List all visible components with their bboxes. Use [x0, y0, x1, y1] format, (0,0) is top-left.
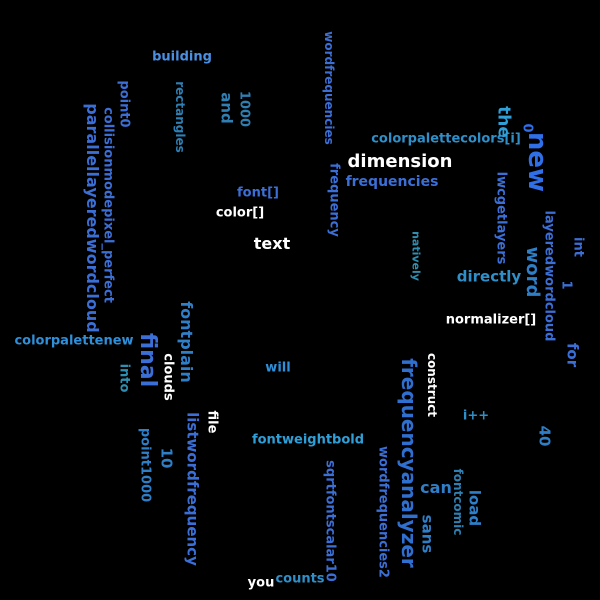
word: fontplain [177, 301, 196, 383]
word: dimension [347, 151, 453, 172]
word: int [570, 237, 586, 257]
word: frequencyanalyzer [397, 358, 421, 568]
word: frequency [326, 163, 342, 237]
word: 10 [157, 447, 176, 469]
word: file [204, 410, 220, 434]
word: can [420, 478, 452, 497]
word: rectangles [173, 81, 187, 153]
word: construct [425, 352, 439, 418]
word: into [116, 363, 132, 393]
word: normalizer[] [445, 312, 537, 328]
word: point0 [116, 80, 132, 128]
word: colorpalettecolors[i] [371, 131, 521, 147]
word: point1000 [137, 427, 153, 503]
word: fontweightbold [251, 432, 365, 448]
word: collisionmodepixel_perfect [100, 107, 116, 303]
word: fontcomic [451, 468, 465, 536]
word: and [217, 92, 236, 124]
word: color[] [215, 205, 265, 221]
word: parallellayeredwordcloud [83, 103, 102, 333]
word: font[] [237, 185, 279, 201]
word: wordfrequencies2 [375, 446, 391, 578]
word: clouds [160, 353, 176, 401]
word: building [152, 49, 212, 65]
word: colorpalettenew [14, 333, 134, 349]
word: wordfrequencies [322, 31, 336, 145]
word: lwcgetlayers [493, 171, 509, 265]
word: counts [275, 571, 325, 587]
word: frequencies [345, 174, 439, 190]
word: natively [409, 231, 423, 281]
word: listwordfrequency [183, 412, 202, 566]
word: 1 [558, 280, 574, 290]
word: layeredwordcloud [541, 210, 557, 342]
word: for [563, 342, 582, 368]
word: will [265, 360, 291, 376]
word: sqrtfontscalar10 [322, 460, 338, 582]
word: directly [456, 267, 522, 286]
word: text [253, 234, 291, 253]
word: word [522, 246, 543, 298]
word: 1000 [236, 90, 252, 128]
word: load [465, 489, 484, 527]
word: the [493, 106, 514, 138]
word: new [522, 131, 552, 193]
word: you [247, 575, 275, 591]
word: final [135, 332, 160, 388]
word: sans [418, 514, 437, 554]
word: 0 [519, 123, 535, 133]
word: i++ [462, 408, 490, 424]
word: 40 [535, 425, 554, 447]
